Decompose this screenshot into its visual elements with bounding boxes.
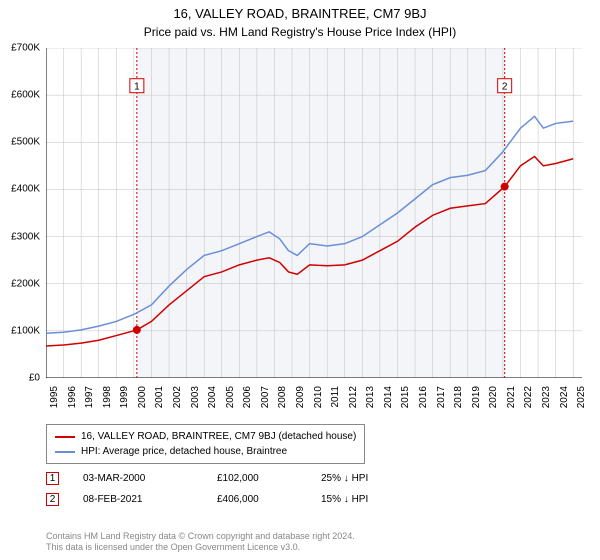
chart-title: 16, VALLEY ROAD, BRAINTREE, CM7 9BJ — [0, 0, 600, 21]
y-tick-label: £100K — [11, 325, 40, 336]
y-tick-label: £700K — [11, 43, 40, 54]
x-tick-label: 2013 — [365, 386, 376, 408]
x-tick-label: 2012 — [348, 386, 359, 408]
legend-swatch — [55, 436, 75, 438]
sale-date: 03-MAR-2000 — [83, 473, 193, 484]
x-tick-label: 2023 — [541, 386, 552, 408]
x-tick-label: 2006 — [242, 386, 253, 408]
y-axis-labels: £0£100K£200K£300K£400K£500K£600K£700K — [0, 48, 44, 378]
x-tick-label: 1999 — [119, 386, 130, 408]
x-tick-label: 1997 — [84, 386, 95, 408]
sale-delta: 25% ↓ HPI — [321, 473, 401, 484]
x-tick-label: 2020 — [488, 386, 499, 408]
x-tick-label: 2015 — [400, 386, 411, 408]
line-chart: 12 — [46, 48, 582, 378]
chart-footer: Contains HM Land Registry data © Crown c… — [46, 531, 355, 554]
footer-line-1: Contains HM Land Registry data © Crown c… — [46, 531, 355, 543]
y-tick-label: £300K — [11, 231, 40, 242]
y-tick-label: £500K — [11, 137, 40, 148]
legend-item: HPI: Average price, detached house, Brai… — [55, 444, 356, 459]
x-tick-label: 2003 — [190, 386, 201, 408]
sale-date: 08-FEB-2021 — [83, 494, 193, 505]
x-tick-label: 2018 — [453, 386, 464, 408]
x-tick-label: 2022 — [523, 386, 534, 408]
x-tick-label: 2004 — [207, 386, 218, 408]
sale-row: 2 08-FEB-2021 £406,000 15% ↓ HPI — [46, 489, 401, 510]
sale-row: 1 03-MAR-2000 £102,000 25% ↓ HPI — [46, 468, 401, 489]
legend-item: 16, VALLEY ROAD, BRAINTREE, CM7 9BJ (det… — [55, 429, 356, 444]
x-tick-label: 1995 — [49, 386, 60, 408]
legend-swatch — [55, 451, 75, 453]
x-tick-label: 2007 — [260, 386, 271, 408]
legend-label: HPI: Average price, detached house, Brai… — [81, 444, 287, 459]
svg-text:2: 2 — [502, 82, 508, 93]
x-tick-label: 2005 — [225, 386, 236, 408]
chart-subtitle: Price paid vs. HM Land Registry's House … — [0, 21, 600, 45]
x-axis-labels: 1995 1996 1997 1998 1999 2000 2001 2002 2003 2004… — [46, 380, 582, 420]
x-tick-label: 2008 — [277, 386, 288, 408]
y-tick-label: £600K — [11, 90, 40, 101]
sale-marker: 2 — [46, 493, 59, 506]
x-tick-label: 1996 — [67, 386, 78, 408]
chart-legend: 16, VALLEY ROAD, BRAINTREE, CM7 9BJ (det… — [46, 424, 365, 464]
x-tick-label: 2010 — [313, 386, 324, 408]
svg-text:1: 1 — [134, 82, 140, 93]
y-tick-label: £400K — [11, 184, 40, 195]
y-tick-label: £200K — [11, 278, 40, 289]
sale-marker: 1 — [46, 472, 59, 485]
sales-table: 1 03-MAR-2000 £102,000 25% ↓ HPI 2 08-FEB-202… — [46, 468, 401, 510]
y-tick-label: £0 — [29, 373, 40, 384]
x-tick-label: 2025 — [576, 386, 587, 408]
x-tick-label: 1998 — [102, 386, 113, 408]
x-tick-label: 2011 — [330, 386, 341, 408]
x-tick-label: 2014 — [383, 386, 394, 408]
x-tick-label: 2016 — [418, 386, 429, 408]
x-tick-label: 2021 — [506, 386, 517, 408]
legend-label: 16, VALLEY ROAD, BRAINTREE, CM7 9BJ (det… — [81, 429, 356, 444]
x-tick-label: 2000 — [137, 386, 148, 408]
sale-price: £102,000 — [217, 473, 297, 484]
sale-delta: 15% ↓ HPI — [321, 494, 401, 505]
x-tick-label: 2001 — [154, 386, 165, 408]
x-tick-label: 2024 — [559, 386, 570, 408]
x-tick-label: 2009 — [295, 386, 306, 408]
sale-price: £406,000 — [217, 494, 297, 505]
x-tick-label: 2002 — [172, 386, 183, 408]
x-tick-label: 2017 — [436, 386, 447, 408]
footer-line-2: This data is licensed under the Open Gov… — [46, 542, 355, 554]
x-tick-label: 2019 — [471, 386, 482, 408]
